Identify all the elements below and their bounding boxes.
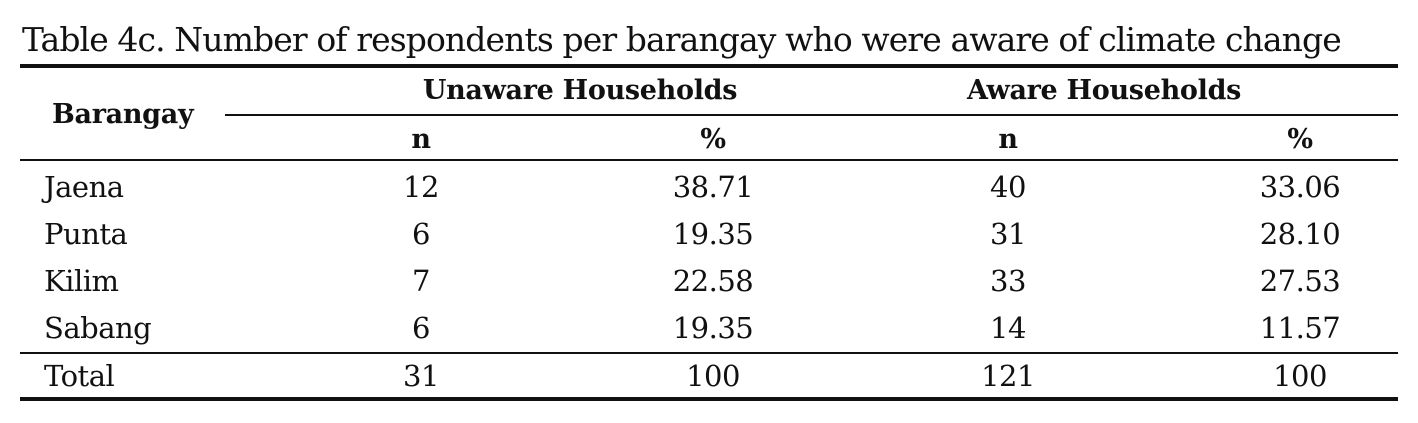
aware-pct-total: 100 — [1273, 359, 1327, 393]
barangay-name: Kilim — [44, 264, 119, 298]
aware-pct: 11.57 — [1259, 311, 1341, 345]
unaware-pct: 19.35 — [672, 217, 754, 251]
unaware-pct: 38.71 — [672, 170, 754, 204]
unaware-n: 7 — [412, 264, 430, 298]
unaware-pct: 22.58 — [672, 264, 754, 298]
unaware-n: 6 — [412, 217, 430, 251]
header-unaware-households: Unaware Households — [422, 75, 738, 106]
header-rule — [20, 159, 1398, 161]
table-row: Punta 6 19.35 31 28.10 — [0, 211, 1418, 257]
barangay-name: Sabang — [44, 311, 152, 345]
aware-pct: 28.10 — [1259, 217, 1341, 251]
header-barangay: Barangay — [52, 99, 194, 130]
aware-n: 40 — [990, 170, 1026, 204]
table-row: Jaena 12 38.71 40 33.06 — [0, 164, 1418, 210]
table-caption: Table 4c. Number of respondents per bara… — [22, 20, 1342, 59]
header-unaware-n: n — [411, 124, 431, 155]
unaware-n: 12 — [403, 170, 439, 204]
barangay-name: Jaena — [44, 170, 124, 204]
header-group-rule — [225, 114, 1398, 116]
aware-pct: 27.53 — [1259, 264, 1341, 298]
top-rule — [20, 64, 1398, 68]
aware-pct: 33.06 — [1259, 170, 1341, 204]
unaware-n: 6 — [412, 311, 430, 345]
total-row: Total 31 100 121 100 — [0, 353, 1418, 399]
total-label: Total — [44, 359, 115, 393]
unaware-n-total: 31 — [403, 359, 439, 393]
aware-n: 33 — [990, 264, 1026, 298]
header-aware-households: Aware Households — [966, 75, 1242, 106]
table-row: Kilim 7 22.58 33 27.53 — [0, 258, 1418, 304]
unaware-pct-total: 100 — [686, 359, 740, 393]
bottom-rule — [20, 397, 1398, 401]
header-aware-pct: % — [1287, 124, 1313, 155]
aware-n: 14 — [990, 311, 1026, 345]
total-rule — [20, 352, 1398, 354]
aware-n-total: 121 — [981, 359, 1035, 393]
header-aware-n: n — [998, 124, 1018, 155]
unaware-pct: 19.35 — [672, 311, 754, 345]
header-unaware-pct: % — [700, 124, 726, 155]
barangay-name: Punta — [44, 217, 128, 251]
aware-n: 31 — [990, 217, 1026, 251]
table-row: Sabang 6 19.35 14 11.57 — [0, 305, 1418, 351]
